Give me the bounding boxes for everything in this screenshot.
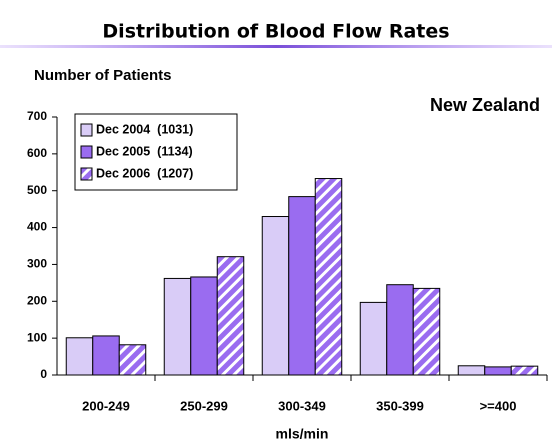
annotation: New Zealand bbox=[430, 95, 540, 115]
y-tick-label: 100 bbox=[27, 330, 47, 344]
x-tick-label: 300-349 bbox=[278, 398, 326, 413]
bar bbox=[216, 256, 245, 376]
legend-swatch bbox=[80, 167, 93, 181]
y-tick-label: 700 bbox=[27, 109, 47, 123]
legend-swatch bbox=[80, 123, 93, 137]
legend-label: Dec 2004 (1031) bbox=[96, 122, 193, 136]
bar bbox=[288, 196, 316, 376]
bar bbox=[314, 178, 343, 376]
bar bbox=[484, 366, 512, 376]
y-tick-label: 200 bbox=[27, 293, 47, 307]
legend-box bbox=[74, 113, 238, 191]
x-tick-label: 200-249 bbox=[82, 398, 130, 413]
bar bbox=[359, 301, 388, 376]
bar bbox=[412, 287, 441, 376]
bar bbox=[386, 284, 414, 376]
x-axis-label: mls/min bbox=[276, 426, 329, 442]
x-tick-label: 250-299 bbox=[180, 398, 228, 413]
bar bbox=[190, 276, 218, 376]
bar bbox=[457, 365, 486, 376]
bar bbox=[510, 365, 539, 376]
y-tick-label: 300 bbox=[27, 257, 47, 271]
legend-swatch bbox=[80, 145, 93, 159]
y-tick-label: 0 bbox=[40, 367, 47, 381]
y-tick-label: 400 bbox=[27, 220, 47, 234]
bar bbox=[163, 277, 192, 376]
x-tick-label: 350-399 bbox=[376, 398, 424, 413]
title-rule bbox=[0, 45, 552, 48]
y-tick-label: 600 bbox=[27, 146, 47, 160]
bar bbox=[118, 344, 147, 376]
bar bbox=[92, 335, 120, 376]
bar bbox=[65, 337, 94, 376]
y-axis-label: Number of Patients bbox=[34, 67, 172, 84]
x-tick-label: >=400 bbox=[480, 398, 517, 413]
legend-label: Dec 2005 (1134) bbox=[96, 144, 193, 158]
bar bbox=[261, 216, 290, 376]
y-tick-label: 500 bbox=[27, 183, 47, 197]
chart-title: Distribution of Blood Flow Rates bbox=[102, 21, 449, 43]
legend-label: Dec 2006 (1207) bbox=[96, 166, 193, 180]
